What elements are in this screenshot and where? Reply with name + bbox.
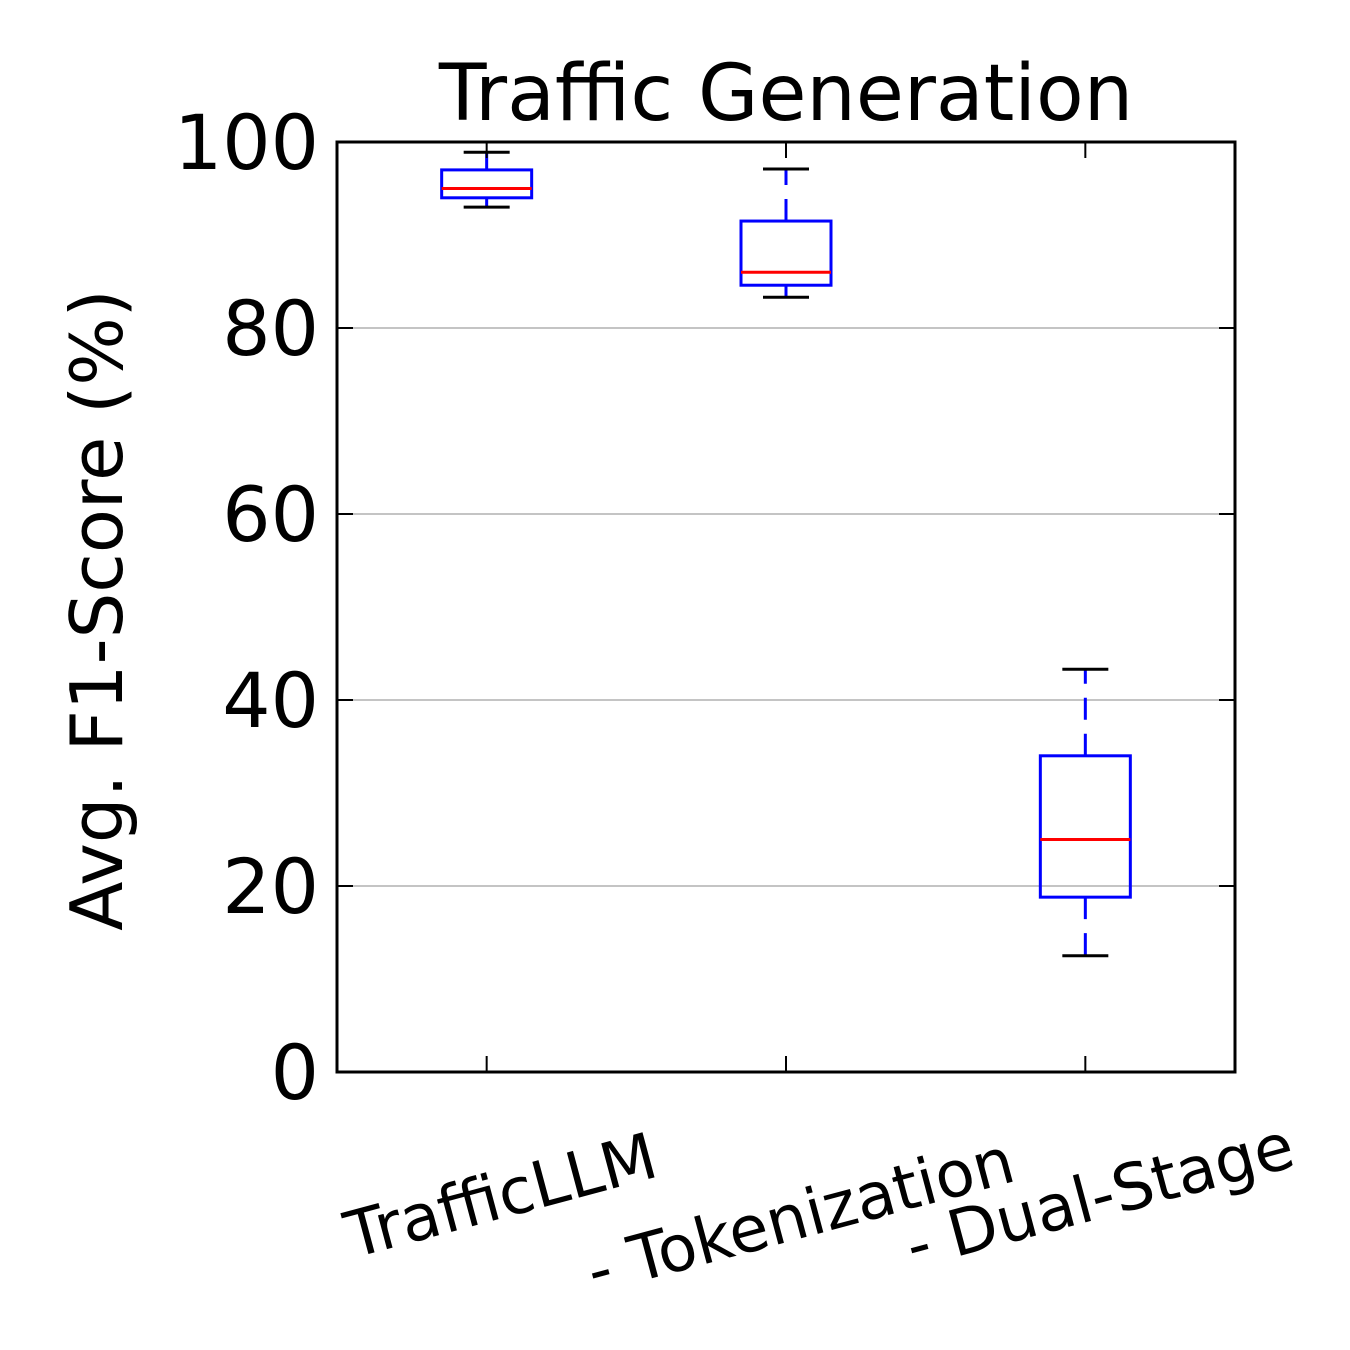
- box-plots: [440, 150, 1132, 958]
- box-group-2: [1038, 667, 1132, 958]
- y-tick-label-60: 60: [222, 470, 319, 559]
- y-axis-label: Avg. F1-Score (%): [55, 289, 139, 930]
- box-group-0: [440, 150, 534, 209]
- box-iqr: [1038, 754, 1132, 899]
- y-tick-label-20: 20: [222, 842, 319, 931]
- chart-title: Traffic Generation: [438, 49, 1133, 139]
- y-tick-labels: 0 20 40 60 80 100: [174, 98, 319, 1117]
- grid-lines: [337, 327, 1235, 887]
- box-group-1: [739, 167, 833, 299]
- y-tick-label-100: 100: [174, 98, 319, 187]
- y-tick-label-40: 40: [222, 656, 319, 745]
- y-tick-label-80: 80: [222, 284, 319, 373]
- y-tick-label-0: 0: [271, 1028, 319, 1117]
- x-tick-labels: TrafficLLM- Tokenization- Dual-Stage: [337, 1109, 1302, 1309]
- box-iqr: [739, 219, 833, 287]
- plot-frame: [335, 140, 1237, 1074]
- axis-ticks: [337, 141, 1235, 1073]
- box-iqr: [440, 168, 534, 200]
